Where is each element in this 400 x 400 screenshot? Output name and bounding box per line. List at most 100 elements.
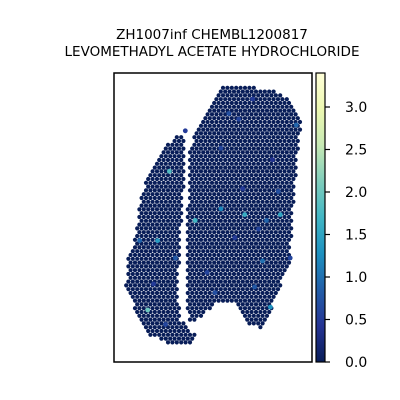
tissue-spot (262, 165, 267, 170)
tissue-spot (168, 252, 173, 258)
tissue-spot (264, 283, 270, 288)
tissue-spot (284, 135, 289, 140)
tissue-spot (260, 222, 265, 227)
tissue-spot (161, 218, 166, 223)
tissue-spot (251, 154, 256, 159)
tissue-spot (229, 161, 234, 166)
tissue-spot (201, 287, 206, 292)
tissue-spot (218, 218, 223, 223)
tissue-spot (216, 298, 221, 303)
tissue-spot (170, 309, 175, 315)
tissue-spot (207, 237, 212, 242)
tissue-spot (275, 271, 281, 277)
tissue-spot (231, 180, 237, 185)
tissue-spot (198, 283, 204, 288)
tissue-spot (207, 260, 212, 265)
tissue-spot (269, 283, 274, 288)
tissue-spot (187, 180, 193, 185)
tissue-spot (174, 226, 179, 231)
tissue-spot (225, 245, 230, 250)
tissue-spot (253, 157, 259, 163)
tissue-spot (220, 192, 226, 197)
tissue-spot (240, 180, 245, 185)
tissue-spot (170, 226, 175, 231)
tissue-spot (176, 154, 182, 159)
tissue-spot (187, 317, 193, 322)
tissue-spot (174, 317, 179, 322)
tissue-spot (148, 256, 153, 261)
tissue-spot (225, 146, 230, 151)
tissue-spot (249, 309, 254, 315)
chart-title-line-1: ZH1007inf CHEMBL1200817 (116, 27, 308, 43)
tissue-spot (159, 222, 164, 227)
tissue-spot (229, 207, 234, 212)
tissue-spot (256, 161, 261, 166)
tissue-spot (229, 298, 234, 303)
tissue-spot (260, 123, 265, 128)
tissue-spot (165, 294, 171, 299)
tissue-spot (260, 268, 265, 273)
tissue-spot (207, 222, 212, 227)
tissue-spot (196, 279, 201, 284)
tissue-spot (201, 256, 206, 261)
tissue-spot (278, 252, 283, 258)
tissue-spot (207, 290, 212, 296)
tissue-spot (190, 313, 195, 318)
tissue-spot (227, 241, 232, 246)
tissue-spot (194, 154, 199, 159)
tissue-spot (271, 226, 276, 231)
tissue-spot (267, 271, 272, 277)
tissue-spot (218, 271, 223, 277)
tissue-spot (258, 271, 263, 277)
tissue-spot (249, 89, 254, 94)
tissue-spot (264, 169, 270, 174)
tissue-spot (253, 165, 259, 170)
tissue-spot (218, 188, 223, 193)
tissue-spot (256, 176, 261, 182)
tissue-spot (203, 146, 208, 151)
tissue-spot (205, 195, 210, 201)
tissue-spot (249, 150, 254, 155)
tissue-spot (157, 264, 162, 269)
tissue-spot (229, 283, 234, 288)
tissue-spot (220, 268, 226, 273)
tissue-spot (146, 192, 151, 197)
tissue-spot (275, 264, 281, 269)
tissue-spot (229, 138, 234, 144)
tissue-spot (225, 222, 230, 227)
tissue-spot (229, 184, 234, 189)
tissue-spot (161, 173, 166, 178)
tissue-spot (262, 180, 267, 185)
tissue-spot (227, 97, 232, 102)
tissue-spot (225, 138, 230, 144)
tissue-spot (198, 245, 204, 250)
tissue-spot (187, 264, 193, 269)
tissue-spot (159, 184, 164, 189)
tissue-spot (234, 252, 239, 258)
tissue-spot (165, 203, 171, 208)
tissue-spot (198, 313, 204, 318)
colorbar-tick-label: 2.0 (345, 185, 367, 201)
tissue-spot (192, 173, 197, 178)
tissue-spot (227, 135, 232, 140)
tissue-spot (174, 180, 179, 185)
tissue-spot (229, 192, 234, 197)
tissue-spot (231, 97, 237, 102)
tissue-spot (231, 287, 237, 292)
tissue-spot (143, 287, 149, 292)
tissue-spot (258, 165, 263, 170)
tissue-spot (264, 116, 270, 121)
tissue-spot (253, 309, 259, 315)
tissue-spot (253, 104, 259, 109)
tissue-spot (278, 207, 283, 212)
tissue-spot (185, 252, 190, 258)
tissue-spot (198, 306, 204, 311)
tissue-spot (214, 112, 219, 117)
tissue-spot (271, 203, 276, 208)
tissue-spot (214, 203, 219, 208)
tissue-spot (262, 309, 267, 315)
tissue-spot (205, 203, 210, 208)
tissue-spot (181, 146, 186, 151)
tissue-spot (201, 142, 206, 147)
tissue-spot (141, 252, 146, 258)
